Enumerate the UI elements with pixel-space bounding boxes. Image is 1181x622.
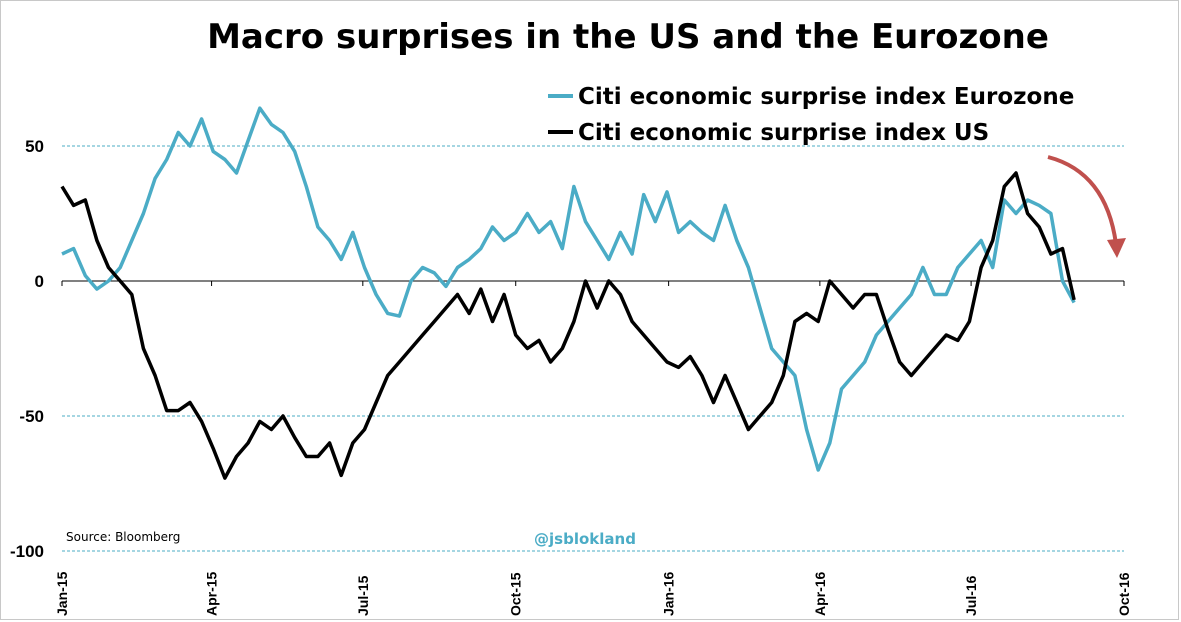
x-tick-label: Jul-16 [963, 575, 979, 616]
legend: Citi economic surprise index Eurozone Ci… [548, 84, 1074, 146]
arrow-shaft [1047, 155, 1118, 245]
down-arrow-annotation [1047, 155, 1126, 258]
x-axis-tick-labels: Jan-15 Apr-15 Jul-15 Oct-15 Jan-16 Apr-16 Jul-… [54, 571, 1132, 616]
x-tick-label: Jan-15 [54, 571, 70, 616]
x-tick-label: Oct-16 [1116, 572, 1132, 616]
y-tick-label: -50 [19, 407, 44, 426]
source-note: Source: Bloomberg [66, 530, 180, 544]
legend-label-us: Citi economic surprise index US [578, 120, 989, 146]
y-tick-label: -100 [10, 542, 44, 561]
legend-label-eurozone: Citi economic surprise index Eurozone [578, 84, 1074, 110]
series-line-eurozone [61, 106, 1076, 472]
x-tick-label: Apr-16 [812, 571, 828, 616]
y-tick-label: 0 [35, 272, 44, 291]
author-handle: @jsblokland [534, 530, 636, 548]
arrow-head [1107, 238, 1126, 258]
chart-title: Macro surprises in the US and the Eurozo… [207, 17, 1049, 57]
grid-lines [61, 145, 1125, 552]
y-axis-tick-labels: 50 0 -50 -100 [10, 137, 44, 561]
x-tick-label: Apr-15 [204, 571, 220, 616]
x-tick-label: Jul-15 [355, 575, 371, 616]
y-tick-label: 50 [25, 137, 44, 156]
series-lines [60, 106, 1076, 480]
x-tick-label: Jan-16 [661, 571, 677, 616]
x-tick-label: Oct-15 [508, 572, 524, 616]
series-line-us [60, 171, 1076, 480]
